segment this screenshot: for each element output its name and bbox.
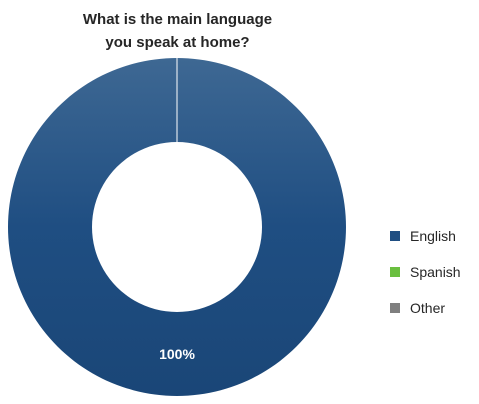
chart-legend: English Spanish Other — [390, 224, 461, 332]
legend-label-other: Other — [410, 300, 445, 316]
donut-chart: 100% — [0, 0, 355, 404]
legend-swatch-english — [390, 231, 400, 241]
legend-label-english: English — [410, 228, 456, 244]
legend-label-spanish: Spanish — [410, 264, 461, 280]
legend-item-spanish: Spanish — [390, 260, 461, 284]
legend-item-other: Other — [390, 296, 461, 320]
data-label-english: 100% — [159, 346, 195, 362]
legend-item-english: English — [390, 224, 461, 248]
legend-swatch-other — [390, 303, 400, 313]
legend-swatch-spanish — [390, 267, 400, 277]
